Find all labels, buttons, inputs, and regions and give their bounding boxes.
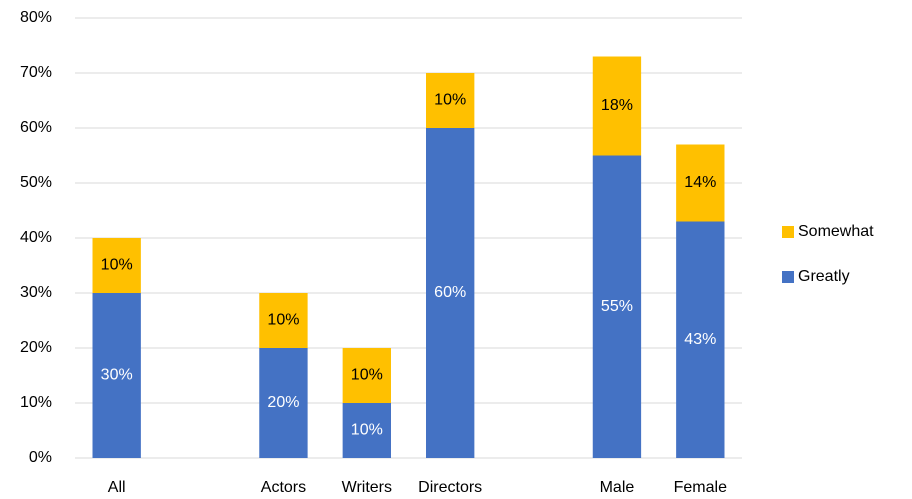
bar-segment — [92, 238, 141, 293]
data-label: 10% — [351, 422, 383, 439]
y-tick-label: 50% — [20, 174, 52, 191]
bar-segment — [676, 144, 725, 222]
data-label: 18% — [601, 97, 633, 114]
y-tick-label: 0% — [29, 449, 52, 466]
bar-segment — [259, 293, 308, 348]
bar-segment — [592, 56, 642, 156]
data-label: 10% — [101, 257, 133, 274]
legend-label: Greatly — [798, 268, 850, 285]
data-label: 30% — [101, 367, 133, 384]
y-tick-label: 70% — [20, 64, 52, 81]
data-label: 20% — [267, 394, 299, 411]
y-tick-label: 30% — [20, 284, 52, 301]
data-label: 10% — [434, 92, 466, 109]
x-tick-label: All — [108, 479, 126, 496]
bar-segment — [92, 293, 141, 458]
legend-swatch — [782, 226, 794, 238]
data-label: 10% — [267, 312, 299, 329]
data-label: 10% — [351, 367, 383, 384]
y-tick-label: 80% — [20, 9, 52, 26]
x-tick-label: Female — [674, 479, 727, 496]
legend-swatch — [782, 271, 794, 283]
bar-segment — [342, 403, 391, 458]
bar-segment — [426, 73, 475, 128]
x-tick-label: Actors — [261, 479, 306, 496]
data-label: 60% — [434, 284, 466, 301]
bar-segment — [426, 128, 475, 458]
x-tick-label: Male — [600, 479, 635, 496]
y-tick-label: 40% — [20, 229, 52, 246]
y-tick-label: 60% — [20, 119, 52, 136]
data-label: 55% — [601, 298, 633, 315]
y-tick-label: 10% — [20, 394, 52, 411]
data-label: 43% — [684, 331, 716, 348]
bar-segment — [342, 348, 391, 403]
data-label: 14% — [684, 174, 716, 191]
y-tick-label: 20% — [20, 339, 52, 356]
x-tick-label: Directors — [418, 479, 482, 496]
x-tick-label: Writers — [342, 479, 392, 496]
legend-label: Somewhat — [798, 223, 874, 240]
bar-segment — [259, 348, 308, 458]
bar-segment — [592, 155, 642, 458]
bar-segment — [676, 221, 725, 458]
